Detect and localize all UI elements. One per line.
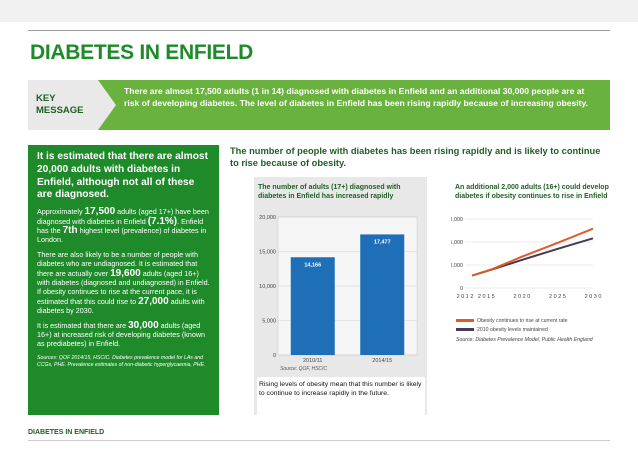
- bar-chart-panel: The number of adults (17+) diagnosed wit…: [254, 177, 427, 415]
- highlight-figure: 7th: [62, 225, 78, 236]
- footer-divider: [28, 440, 610, 441]
- charts-headline: The number of people with diabetes has b…: [230, 146, 601, 168]
- line-x-tick-label: 2 0 1 5: [478, 294, 495, 300]
- legend-item: Obesity continues to rise at current rat…: [456, 316, 568, 325]
- legend-item: 2010 obesity levels maintained: [456, 325, 568, 334]
- page-title: DIABETES IN ENFIELD: [30, 41, 253, 64]
- bar-y-tick-label: 5,000: [262, 319, 276, 325]
- bar: [360, 234, 405, 355]
- footer-label: DIABETES IN ENFIELD: [28, 429, 105, 436]
- text-run: adults with diabetes by 2030.: [37, 296, 205, 316]
- text-run: Approximately: [37, 207, 85, 217]
- summary-panel: It is estimated that there are almost 20…: [28, 145, 219, 415]
- header-divider: [28, 30, 610, 31]
- line-x-tick-label: 2 0 3 0: [585, 294, 602, 300]
- legend-label-rising: Obesity continues to rise at current rat…: [477, 317, 568, 324]
- line-chart-panel: An additional 2,000 adults (16+) could d…: [451, 177, 611, 415]
- highlight-figure: 17,500: [84, 206, 116, 218]
- summary-sources: Sources: QOF 2014/15, HSCIC. Diabetes pr…: [37, 354, 206, 368]
- bar-x-tick-label: 2014/15: [372, 358, 392, 364]
- line-chart-source: Source: Diabetes Prevalence Model, Publi…: [456, 337, 593, 343]
- highlight-figure: 19,600: [110, 267, 141, 279]
- bar-y-tick-label: 15,000: [259, 250, 276, 256]
- bar-y-tick-label: 10,000: [259, 284, 276, 290]
- key-message-label-line1: KEY: [36, 93, 56, 104]
- text-run: It is estimated that there are: [37, 320, 129, 330]
- bar-y-tick-label: 20,000: [259, 215, 276, 221]
- summary-paragraph-prediabetes: It is estimated that there are 30,000 ad…: [37, 319, 211, 349]
- key-message-box: KEY MESSAGE There are almost 17,500 adul…: [28, 80, 610, 130]
- key-message-label-line2: MESSAGE: [36, 105, 84, 116]
- bar-chart-source: Source: QOF, HSCIC: [280, 366, 328, 372]
- line-y-tick-label: 0: [460, 286, 463, 292]
- legend-swatch-rising: [456, 319, 474, 322]
- line-series: [471, 227, 594, 277]
- header-band: [0, 0, 638, 22]
- bar-chart-title: The number of adults (17+) diagnosed wit…: [258, 184, 401, 200]
- bar-y-tick-label: 0: [273, 353, 276, 359]
- legend-label-maintained: 2010 obesity levels maintained: [477, 326, 548, 333]
- key-message-label: KEY MESSAGE: [28, 80, 98, 130]
- line-x-tick-label: 2 0 2 0: [513, 294, 530, 300]
- bar-value-label: 14,166: [304, 262, 321, 268]
- highlight-figure: 27,000: [138, 295, 169, 307]
- summary-paragraph-diagnosed: Approximately 17,500 adults (aged 17+) h…: [37, 207, 211, 245]
- line-y-tick-label: 25,000: [451, 240, 463, 246]
- line-chart-title: An additional 2,000 adults (16+) could d…: [455, 184, 609, 200]
- bar-value-label: 17,477: [374, 239, 391, 245]
- line-y-tick-label: 20,000: [451, 263, 463, 269]
- text-run: adults (aged 16+) at increased risk of d…: [37, 320, 206, 349]
- line-y-tick-label: 30,000: [451, 217, 463, 223]
- text-run: . Enfield has the: [37, 216, 204, 235]
- highlight-figure: (7.1%): [147, 215, 178, 227]
- text-run: adults (aged 16+) with diabetes (diagnos…: [37, 268, 210, 306]
- highlight-figure: 30,000: [128, 319, 159, 331]
- text-run: There are also likely to be a number of …: [37, 249, 199, 278]
- bar-chart: 0 5,000 10,000 15,000 20,000 14,166 2010/11 17,…: [259, 215, 418, 372]
- line-chart: 0 20,000 25,000 30,000 2 0 1 2 2 0 1 5 2 0 2 0…: [451, 217, 602, 300]
- summary-paragraph-undiagnosed: There are also likely to be a number of …: [37, 250, 211, 316]
- line-x-tick-label: 2 0 1 2: [457, 294, 474, 300]
- line-x-tick-label: 2 0 2 5: [549, 294, 566, 300]
- line-chart-legend: Obesity continues to rise at current rat…: [456, 316, 568, 334]
- summary-lead: It is estimated that there are almost 20…: [37, 151, 208, 201]
- bar: [290, 257, 335, 355]
- key-message-text: There are almost 17,500 adults (1 in 14)…: [98, 80, 610, 130]
- text-run: adults (aged 17+) have been diagnosed wi…: [37, 207, 209, 226]
- bar-x-tick-label: 2010/11: [303, 358, 322, 364]
- text-run: highest level (prevalence) of diabetes i…: [37, 226, 207, 245]
- bar-chart-caption: Rising levels of obesity mean that this …: [257, 377, 425, 415]
- key-message-arrow-shape: [98, 80, 116, 130]
- legend-swatch-maintained: [456, 328, 474, 331]
